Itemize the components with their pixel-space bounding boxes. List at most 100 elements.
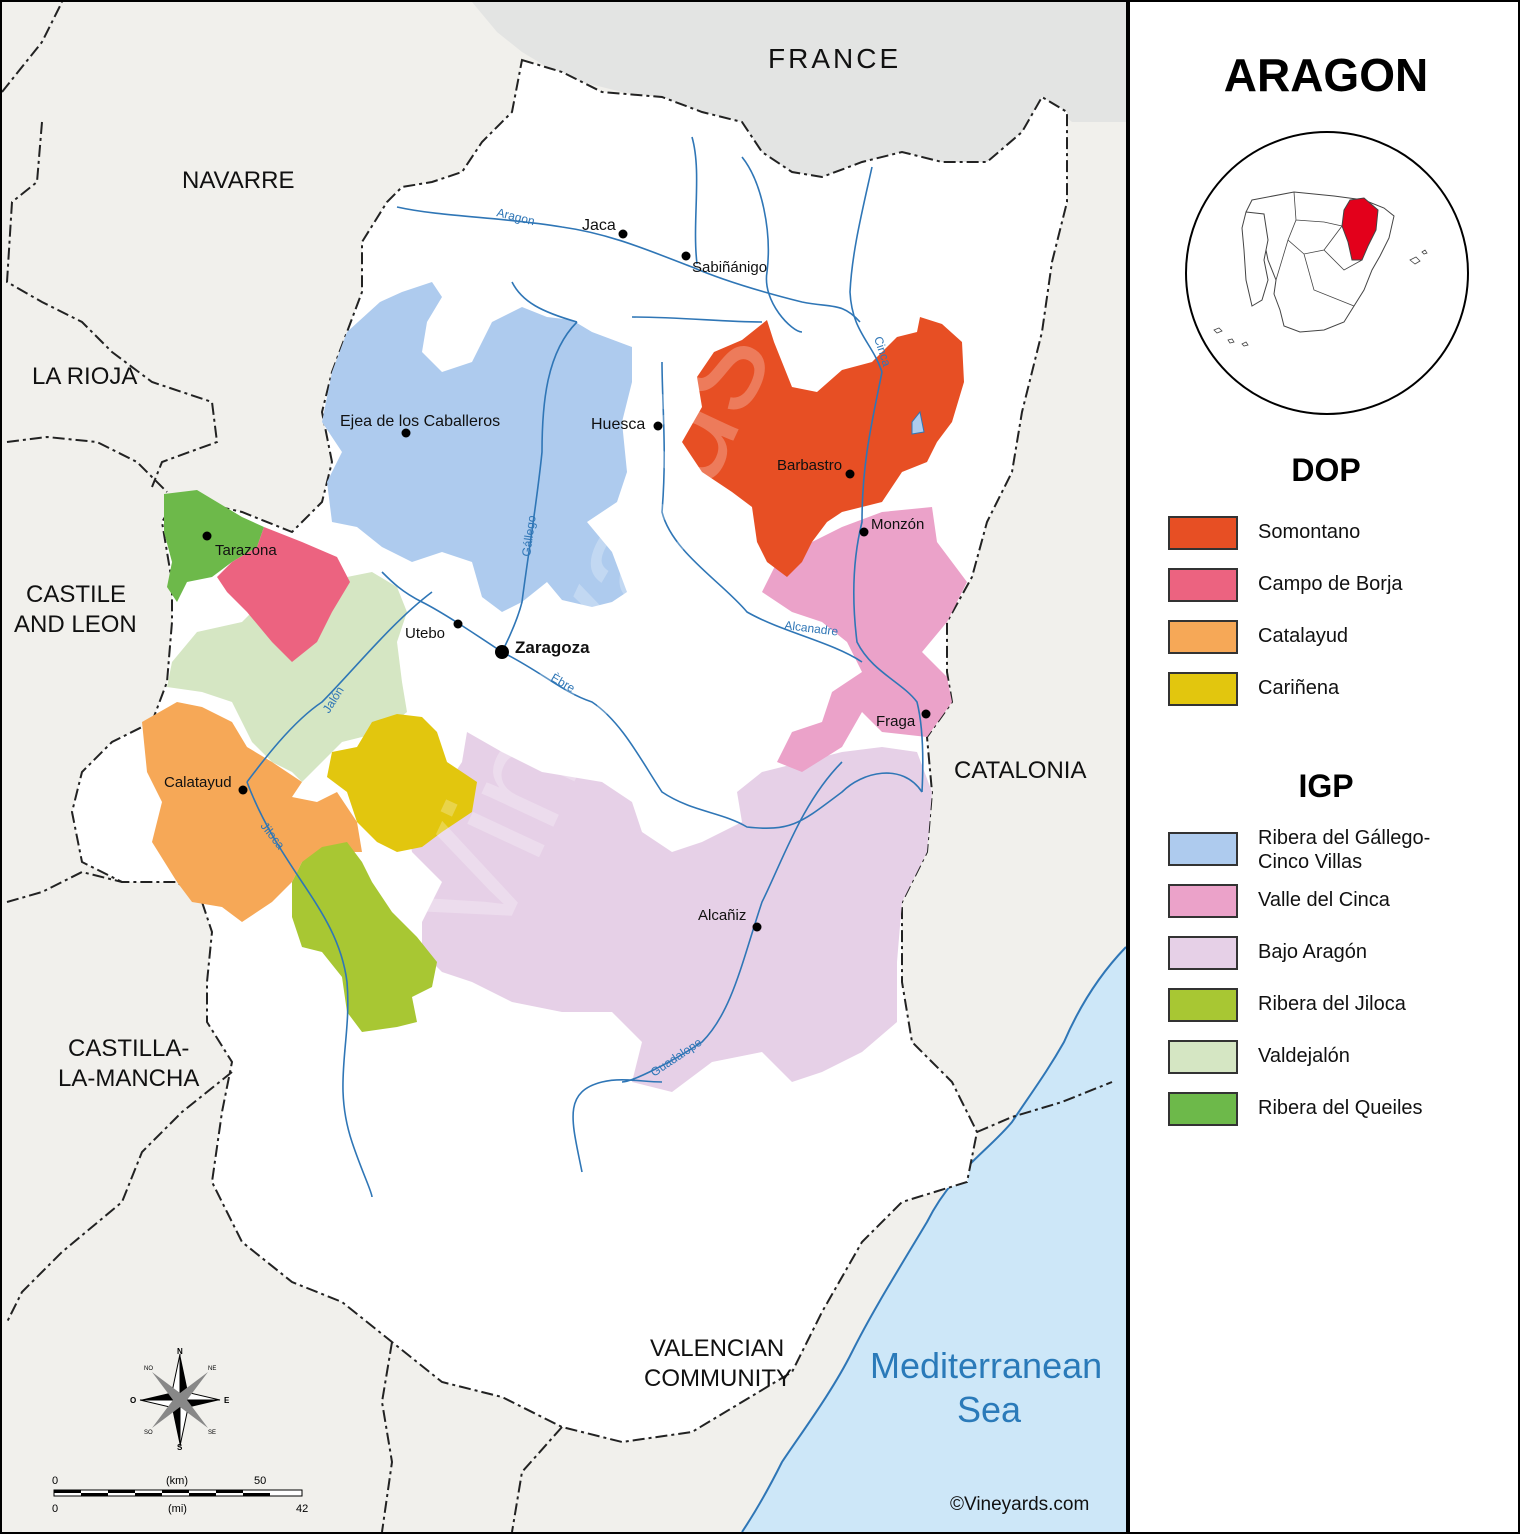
legend-swatch [1168,884,1238,918]
city-dot-jaca [618,229,628,239]
legend-swatch [1168,1092,1238,1126]
city-huesca: Huesca [591,416,645,433]
legend-title: ARAGON [1223,49,1429,101]
legend-label-line: Cariñena [1258,677,1340,699]
igp-heading: IGP [1298,768,1354,804]
compass-e: E [224,1396,230,1405]
catalonia-border [976,1081,1113,1133]
legend-label: Valdejalón [1258,1044,1508,1068]
region-catalayud[interactable] [142,702,362,922]
legend-label: Ribera del Queiles [1258,1096,1508,1120]
city-dot-monzon [859,527,869,537]
igp-legend-item[interactable]: Ribera del Jiloca [1168,988,1508,1026]
legend-label-line: Campo de Borja [1258,573,1403,595]
region-bajo-aragon[interactable] [407,732,932,1092]
city-barbastro: Barbastro [777,457,842,474]
scale-km-unit: (km) [166,1475,188,1487]
navarre-border [2,2,219,488]
legend-swatch [1168,832,1238,866]
scale-bar [53,1489,303,1497]
rivers [246,136,924,1198]
legend-panel: ARAGON DOP Somontano Campo de Borja Catala… [1126,2,1518,1532]
city-monzon: Monzón [871,516,924,533]
legend-label-line: Somontano [1258,521,1361,543]
legend-label-line: Valle del Cinca [1258,889,1390,911]
scale-mi-max: 42 [296,1503,308,1515]
label-sea-2: Sea [957,1389,1022,1430]
legend-label-line: Catalayud [1258,625,1349,647]
legend-label: Campo de Borja [1258,572,1508,596]
river-gallego: Gállego [519,514,539,557]
city-zaragoza: Zaragoza [515,638,590,657]
compass-ne: NE [208,1366,216,1372]
region-ribera-gallego[interactable] [322,282,632,612]
city-dot-tarazona [202,531,212,541]
city-utebo: Utebo [405,625,445,642]
compass-rose [139,1353,221,1447]
somontano-lake [911,410,925,435]
coastline [741,946,1126,1532]
legend-label: Catalayud [1258,624,1508,648]
region-ribera-jiloca[interactable] [292,842,437,1032]
region-ribera-queiles[interactable] [164,490,264,602]
city-dot-huesca [653,421,663,431]
label-castilla-1: CASTILLA- [68,1035,189,1062]
dop-legend-item[interactable]: Catalayud [1168,620,1508,658]
region-valle-cinca[interactable] [762,507,967,772]
legend-label-line: Ribera del Gállego- [1258,827,1431,849]
credit: ©Vineyards.com [950,1494,1090,1515]
city-tarazona: Tarazona [215,542,277,559]
scale-mi-unit: (mi) [168,1503,187,1515]
legend-label: Somontano [1258,520,1508,544]
legend-label-line: Ribera del Queiles [1258,1097,1423,1119]
legend-label: Bajo Aragón [1258,940,1508,964]
igp-legend-item[interactable]: Ribera del Queiles [1168,1092,1508,1130]
legend-label: Ribera del Gállego- Cinco Villas [1258,826,1508,874]
compass-no: NO [144,1366,153,1372]
legend-swatch [1168,988,1238,1022]
legend-label-line: Ribera del Jiloca [1258,993,1406,1015]
region-somontano[interactable] [682,317,964,577]
spain-inset-map [1185,131,1469,415]
legend-swatch [1168,936,1238,970]
city-jaca: Jaca [582,217,616,234]
portugal-outline [1241,211,1269,307]
legend-swatch [1168,1040,1238,1074]
legend-label: Cariñena [1258,676,1508,700]
compass-s: S [177,1443,183,1452]
city-dot-fraga [921,709,931,719]
city-dot-sabinanigo [681,251,691,261]
igp-legend-item[interactable]: Valle del Cinca [1168,884,1508,922]
city-dot-ejea [401,428,411,438]
legend-label: Valle del Cinca [1258,888,1508,912]
igp-legend-item[interactable]: Bajo Aragón [1168,936,1508,974]
scale-mi-zero: 0 [52,1503,58,1515]
region-carinena[interactable] [327,714,477,852]
dop-legend-item[interactable]: Somontano [1168,516,1508,554]
france-area [472,2,1126,177]
dop-legend-item[interactable]: Cariñena [1168,672,1508,710]
dop-legend-item[interactable]: Campo de Borja [1168,568,1508,606]
region-valdejalon[interactable] [167,572,407,782]
region-campo-borja[interactable] [217,527,350,662]
city-ejea: Ejea de los Caballeros [340,413,500,430]
compass-se: SE [208,1430,216,1436]
castilla-border [6,870,233,1323]
dop-heading: DOP [1291,452,1361,488]
rioja-border [6,435,168,493]
legend-swatch [1168,672,1238,706]
scale-km-max: 50 [254,1475,266,1487]
label-catalonia: CATALONIA [954,757,1086,784]
legend-label-line: Cinco Villas [1258,851,1363,873]
scale-km-zero: 0 [52,1475,58,1487]
legend-label: Ribera del Jiloca [1258,992,1508,1016]
igp-legend-item[interactable]: Ribera del Gállego- Cinco Villas [1168,827,1508,873]
legend-swatch [1168,568,1238,602]
label-navarre: NAVARRE [182,167,294,194]
label-sea-1: Mediterranean [870,1345,1102,1386]
label-castile-1: CASTILE [26,581,126,608]
label-castile-2: AND LEON [14,611,137,638]
igp-legend-item[interactable]: Valdejalón [1168,1040,1508,1078]
aragon-map[interactable]: Vineyards FRANCE NAVARRE LA RIOJA CASTIL… [2,2,1126,1532]
label-castilla-2: LA-MANCHA [58,1065,199,1092]
